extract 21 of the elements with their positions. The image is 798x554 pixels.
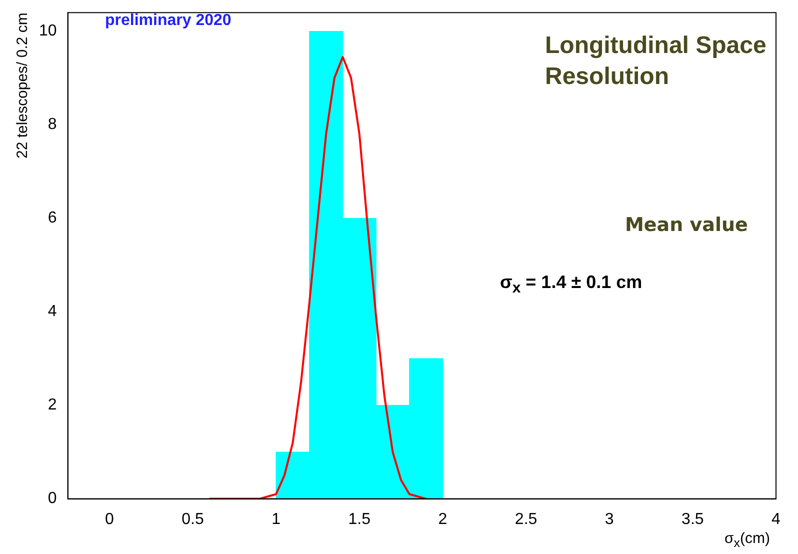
x-tick-label: 1.5 — [348, 510, 371, 528]
x-tick-label: 2 — [438, 510, 448, 528]
y-axis-title: 22 telescopes/ 0.2 cm — [14, 12, 32, 159]
x-tick-label: 0.5 — [182, 510, 204, 528]
y-tick-label: 8 — [48, 116, 57, 134]
annotation: Mean value — [625, 214, 748, 236]
x-tick-label: 0 — [105, 510, 114, 528]
annotation: Longitudinal Space Resolution — [545, 31, 768, 92]
x-tick-label: 2.5 — [514, 510, 538, 528]
x-tick-label: 4 — [772, 510, 781, 528]
y-tick-label: 10 — [39, 22, 57, 40]
y-tick-label: 4 — [48, 303, 57, 320]
y-tick-label: 2 — [48, 396, 57, 414]
y-tick-label: 6 — [48, 210, 57, 227]
annotation: σ$_{x}$ = 1.4 ± 0.1 cm — [500, 272, 642, 297]
x-tick-label: 3 — [604, 510, 614, 528]
x-tick-label: 1 — [272, 510, 281, 528]
x-tick-label: 3.5 — [682, 510, 704, 528]
x-axis-title: σ$_{x}$(cm) — [724, 530, 770, 550]
annotation: preliminary 2020 — [105, 12, 232, 30]
y-tick-label: 0 — [48, 490, 57, 508]
